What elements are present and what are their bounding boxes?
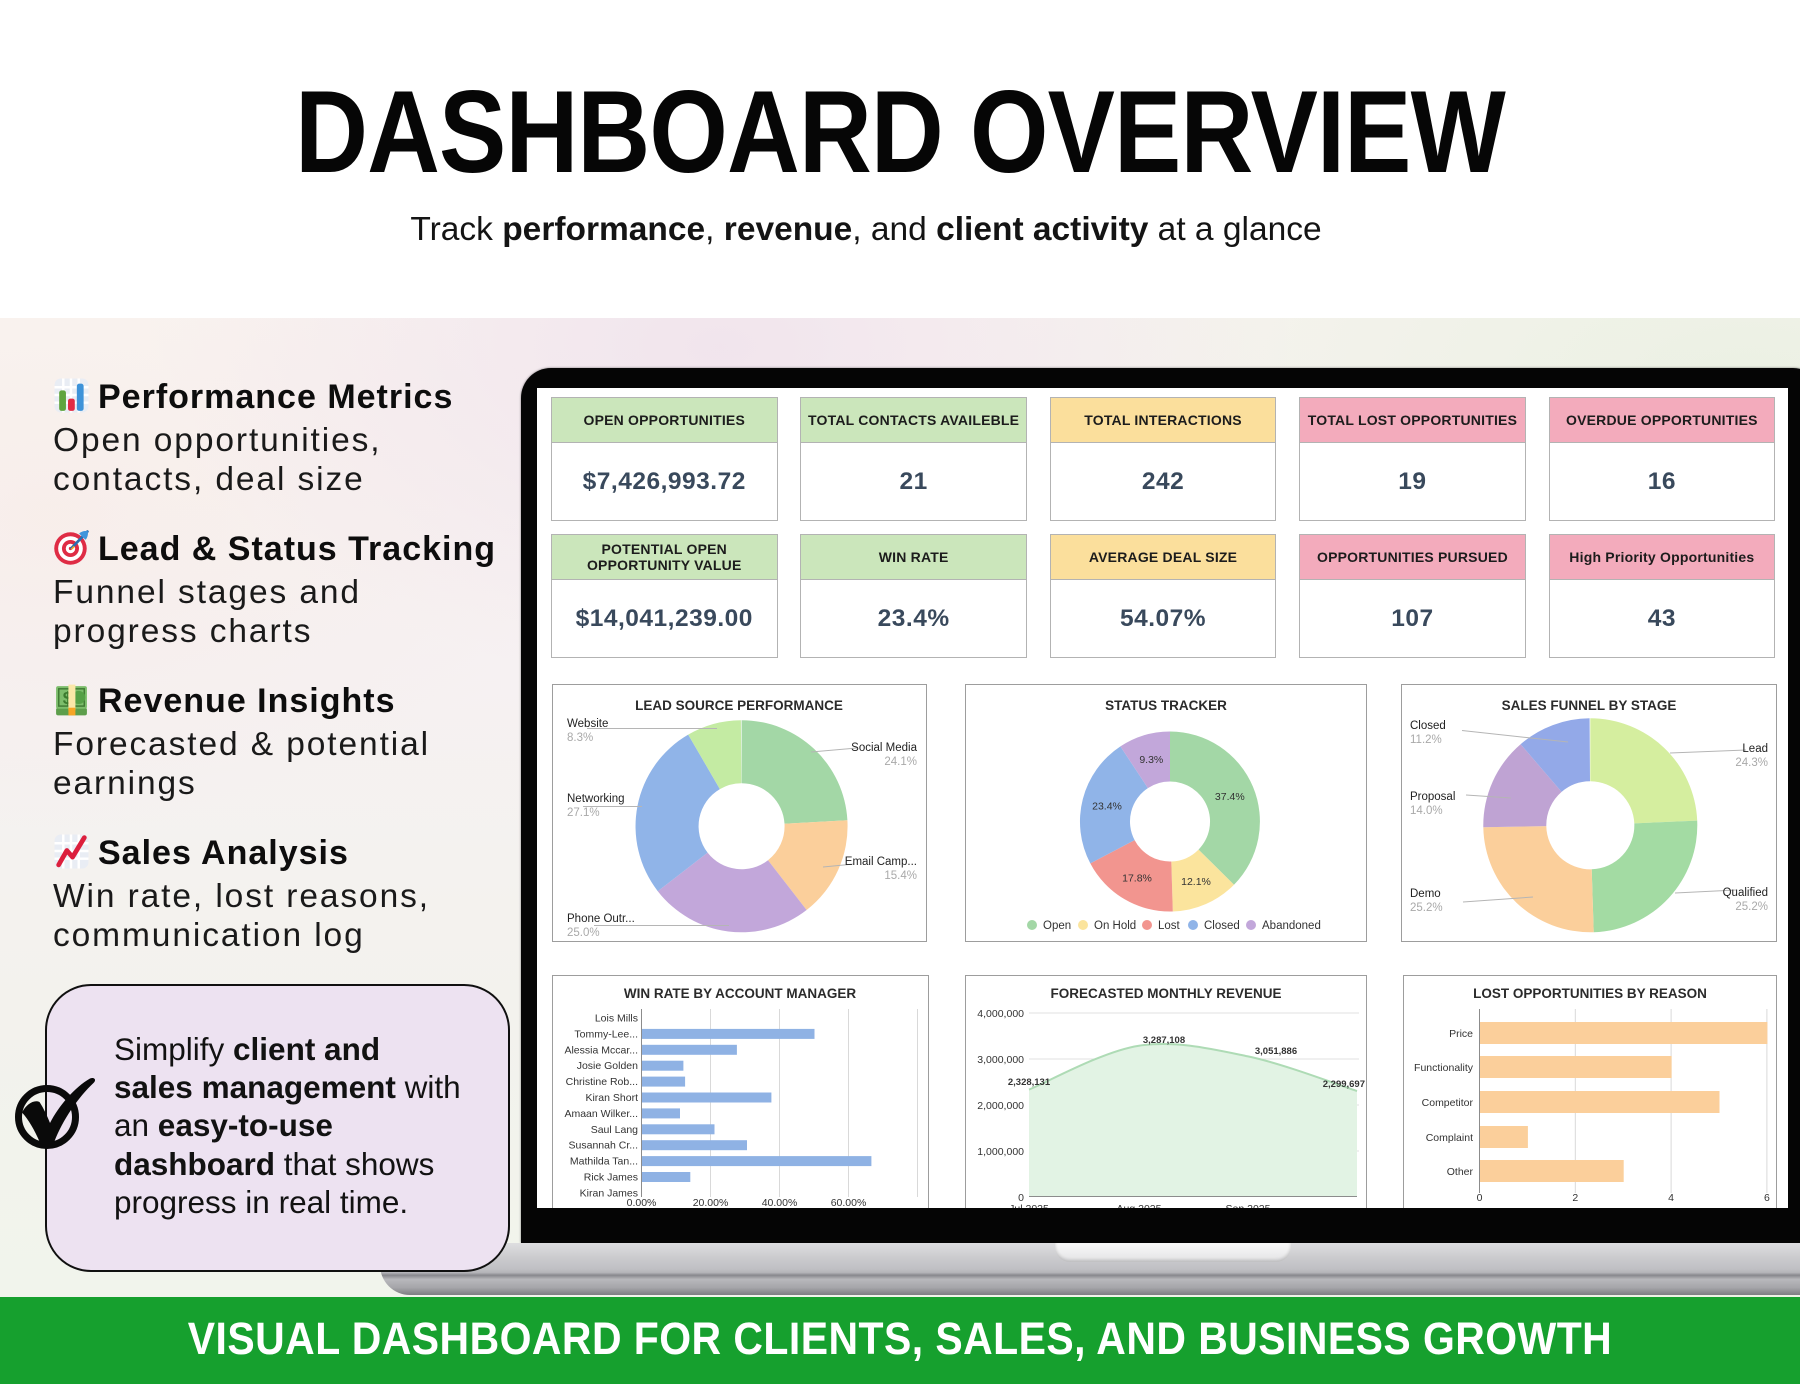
svg-text:Networking: Networking	[567, 793, 625, 805]
svg-text:Christine Rob...: Christine Rob...	[565, 1076, 637, 1088]
svg-text:Alessia Mccar...: Alessia Mccar...	[564, 1044, 638, 1056]
svg-text:Rick James: Rick James	[583, 1172, 637, 1184]
svg-text:40.00%: 40.00%	[761, 1197, 797, 1208]
svg-text:9.3%: 9.3%	[1139, 754, 1163, 766]
svg-text:Amaan Wilker...: Amaan Wilker...	[564, 1108, 638, 1120]
svg-text:STATUS TRACKER: STATUS TRACKER	[1105, 698, 1227, 713]
svg-text:Josie Golden: Josie Golden	[576, 1060, 637, 1072]
svg-text:Email Camp...: Email Camp...	[845, 856, 917, 868]
svg-text:14.0%: 14.0%	[1410, 805, 1443, 817]
svg-text:4,000,000: 4,000,000	[977, 1008, 1024, 1020]
svg-text:Social Media: Social Media	[852, 742, 918, 754]
svg-text:LEAD SOURCE PERFORMANCE: LEAD SOURCE PERFORMANCE	[636, 698, 844, 713]
svg-text:3,051,886: 3,051,886	[1255, 1046, 1297, 1057]
svg-text:SALES FUNNEL BY STAGE: SALES FUNNEL BY STAGE	[1501, 698, 1676, 713]
svg-text:3,000,000: 3,000,000	[977, 1054, 1024, 1066]
svg-text:25.2%: 25.2%	[1410, 902, 1443, 914]
svg-text:20.00%: 20.00%	[692, 1197, 728, 1208]
svg-text:Lost: Lost	[1158, 920, 1181, 932]
svg-text:15.4%: 15.4%	[885, 870, 918, 882]
svg-text:37.4%: 37.4%	[1215, 791, 1245, 803]
svg-text:$: $	[63, 688, 74, 708]
svg-text:3,287,108: 3,287,108	[1143, 1035, 1185, 1046]
svg-text:Lead: Lead	[1742, 743, 1768, 755]
svg-text:Closed: Closed	[1410, 720, 1446, 732]
svg-text:On Hold: On Hold	[1094, 920, 1136, 932]
svg-text:8.3%: 8.3%	[567, 732, 593, 744]
svg-text:Website: Website	[567, 718, 608, 730]
svg-text:Jul 2025: Jul 2025	[1009, 1203, 1049, 1208]
svg-text:Phone Outr...: Phone Outr...	[567, 913, 635, 925]
svg-text:0: 0	[1018, 1192, 1024, 1204]
svg-text:Other: Other	[1446, 1166, 1473, 1178]
svg-text:25.2%: 25.2%	[1735, 901, 1768, 913]
svg-text:60.00%: 60.00%	[830, 1197, 866, 1208]
svg-text:Abandoned: Abandoned	[1262, 920, 1321, 932]
svg-text:Tommy-Lee...: Tommy-Lee...	[574, 1028, 638, 1040]
svg-text:Kiran Short: Kiran Short	[585, 1092, 638, 1104]
svg-text:25.0%: 25.0%	[567, 927, 600, 939]
svg-text:Sep 2025: Sep 2025	[1226, 1203, 1271, 1208]
svg-text:27.1%: 27.1%	[567, 807, 600, 819]
svg-text:2,328,131: 2,328,131	[1008, 1077, 1051, 1088]
svg-text:0: 0	[1476, 1192, 1482, 1204]
svg-text:Qualified: Qualified	[1722, 887, 1767, 899]
svg-text:4: 4	[1668, 1192, 1674, 1204]
svg-text:FORECASTED MONTHLY REVENUE: FORECASTED MONTHLY REVENUE	[1050, 986, 1281, 1001]
svg-text:Closed: Closed	[1204, 920, 1240, 932]
svg-text:Saul Lang: Saul Lang	[590, 1124, 637, 1136]
svg-text:1,000,000: 1,000,000	[977, 1146, 1024, 1158]
svg-text:24.3%: 24.3%	[1735, 757, 1768, 769]
svg-text:2: 2	[1572, 1192, 1578, 1204]
svg-text:Complaint: Complaint	[1425, 1132, 1472, 1144]
svg-text:Susannah Cr...: Susannah Cr...	[568, 1140, 637, 1152]
svg-text:12.1%: 12.1%	[1181, 876, 1211, 888]
svg-text:24.1%: 24.1%	[885, 756, 918, 768]
svg-text:Price: Price	[1449, 1028, 1473, 1040]
svg-text:Mathilda Tan...: Mathilda Tan...	[569, 1156, 637, 1168]
svg-text:23.4%: 23.4%	[1092, 800, 1122, 812]
svg-text:Aug 2025: Aug 2025	[1117, 1203, 1162, 1208]
svg-text:Functionality: Functionality	[1414, 1062, 1474, 1074]
svg-text:Kiran James: Kiran James	[579, 1187, 637, 1199]
svg-text:Proposal: Proposal	[1410, 791, 1455, 803]
svg-text:2,000,000: 2,000,000	[977, 1100, 1024, 1112]
svg-text:0.00%: 0.00%	[626, 1197, 656, 1208]
svg-text:LOST OPPORTUNITIES BY REASON: LOST OPPORTUNITIES BY REASON	[1473, 986, 1707, 1001]
svg-text:Lois Mills: Lois Mills	[594, 1013, 637, 1025]
svg-text:Competitor: Competitor	[1421, 1097, 1473, 1109]
svg-text:Demo: Demo	[1410, 888, 1441, 900]
svg-text:6: 6	[1763, 1192, 1769, 1204]
svg-text:WIN RATE BY ACCOUNT MANAGER: WIN RATE BY ACCOUNT MANAGER	[623, 986, 855, 1001]
svg-text:11.2%: 11.2%	[1410, 734, 1442, 746]
svg-text:2,299,697: 2,299,697	[1323, 1079, 1365, 1090]
svg-text:17.8%: 17.8%	[1122, 872, 1152, 884]
svg-text:Open: Open	[1043, 920, 1071, 932]
